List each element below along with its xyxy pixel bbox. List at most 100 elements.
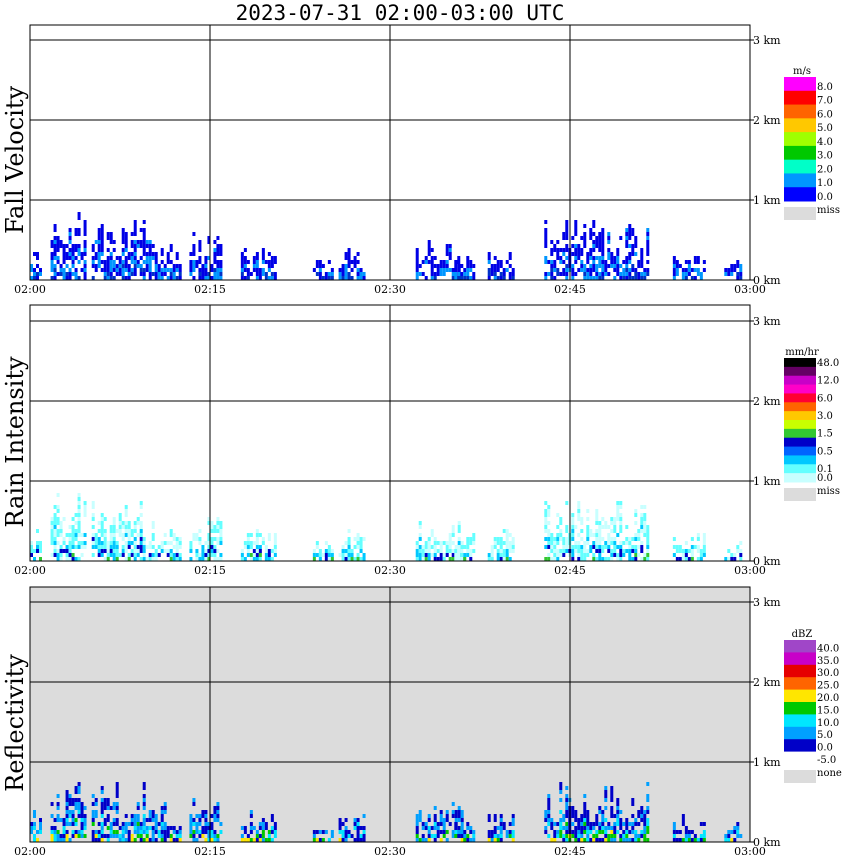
echo-cell [97, 545, 101, 549]
echo-cell [562, 268, 566, 272]
echo-cell [71, 541, 75, 545]
echo-cell [699, 834, 703, 838]
echo-cell [598, 838, 602, 842]
echo-cell [91, 794, 95, 798]
echo-cell [672, 545, 676, 549]
echo-cell [643, 517, 647, 521]
echo-cell [130, 252, 134, 256]
echo-cell [151, 244, 155, 248]
echo-cell [166, 252, 170, 256]
echo-cell [139, 240, 143, 244]
echo-cell [216, 272, 220, 276]
echo-cell [91, 814, 95, 818]
echo-cell [53, 228, 57, 232]
echo-cell [106, 248, 110, 252]
echo-cell [252, 256, 256, 260]
height-tick-label: 2 km [753, 676, 781, 689]
echo-cell [547, 834, 551, 838]
echo-cell [502, 541, 506, 545]
echo-cell [53, 505, 57, 509]
echo-cell [56, 549, 60, 553]
time-tick-label: 02:15 [194, 845, 226, 858]
echo-cell [505, 529, 509, 533]
echo-cell [65, 814, 69, 818]
echo-cell [586, 818, 590, 822]
echo-cell [607, 525, 611, 529]
echo-cell [160, 838, 164, 842]
echo-cell [613, 822, 617, 826]
echo-cell [460, 276, 464, 280]
legend-label: 35.0 [817, 656, 839, 667]
echo-cell [139, 256, 143, 260]
echo-cell [415, 248, 419, 252]
echo-cell [418, 553, 422, 557]
echo-cell [556, 537, 560, 541]
echo-cell [637, 276, 641, 280]
echo-cell [436, 822, 440, 826]
echo-cell [50, 814, 54, 818]
echo-cell [463, 834, 467, 838]
echo-cell [133, 557, 137, 561]
echo-cell [595, 236, 599, 240]
legend-label: 30.0 [817, 668, 839, 679]
echo-cell [330, 272, 334, 276]
echo-cell [83, 513, 87, 517]
legend-swatch [784, 375, 816, 386]
echo-cell [637, 553, 641, 557]
echo-cell [148, 557, 152, 561]
echo-cell [71, 264, 75, 268]
echo-cell [273, 834, 277, 838]
echo-cell [347, 830, 351, 834]
echo-cell [613, 256, 617, 260]
echo-cell [100, 268, 104, 272]
echo-cell [145, 252, 149, 256]
echo-cell [169, 248, 173, 252]
echo-cell [696, 272, 700, 276]
echo-cell [646, 549, 650, 553]
echo-cell [83, 224, 87, 228]
echo-cell [547, 818, 551, 822]
echo-cell [625, 272, 629, 276]
echo-cell [499, 549, 503, 553]
echo-cell [619, 822, 623, 826]
echo-cell [730, 830, 734, 834]
echo-cell [157, 822, 161, 826]
echo-cell [672, 834, 676, 838]
echo-cell [696, 549, 700, 553]
echo-cell [415, 834, 419, 838]
echo-cell [448, 268, 452, 272]
echo-cell [160, 814, 164, 818]
echo-cell [330, 557, 334, 561]
echo-cell [424, 256, 428, 260]
echo-cell [736, 272, 740, 276]
height-tick-label: 0 km [753, 274, 781, 287]
echo-cell [559, 260, 563, 264]
echo-cell [640, 256, 644, 260]
echo-cell [344, 818, 348, 822]
echo-cell [178, 838, 182, 842]
echo-cell [77, 541, 81, 545]
echo-cell [640, 810, 644, 814]
height-tick-label: 1 km [753, 475, 781, 488]
echo-cell [243, 264, 247, 268]
echo-cell [175, 830, 179, 834]
echo-cell [451, 553, 455, 557]
echo-cell [693, 260, 697, 264]
echo-cell [216, 529, 220, 533]
echo-cell [427, 553, 431, 557]
echo-cell [439, 541, 443, 545]
echo-cell [445, 549, 449, 553]
echo-cell [634, 521, 638, 525]
echo-cell [189, 260, 193, 264]
echo-cell [240, 834, 244, 838]
echo-cell [646, 826, 650, 830]
echo-cell [421, 549, 425, 553]
echo-cell [702, 260, 706, 264]
echo-cell [356, 541, 360, 545]
echo-cell [493, 268, 497, 272]
echo-cell [157, 268, 161, 272]
echo-cell [65, 533, 69, 537]
echo-cell [463, 272, 467, 276]
echo-cell [574, 256, 578, 260]
echo-cell [166, 260, 170, 264]
